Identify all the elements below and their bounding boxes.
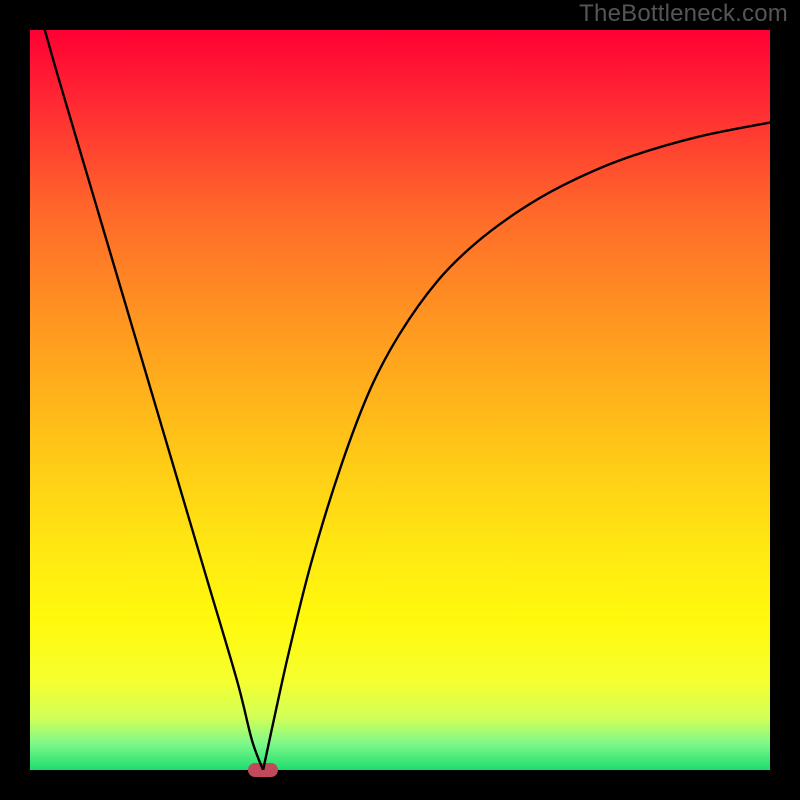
chart-frame: TheBottleneck.com <box>0 0 800 800</box>
chart-background-gradient <box>30 30 770 770</box>
minimum-marker <box>248 763 278 777</box>
watermark-text: TheBottleneck.com <box>579 0 788 28</box>
